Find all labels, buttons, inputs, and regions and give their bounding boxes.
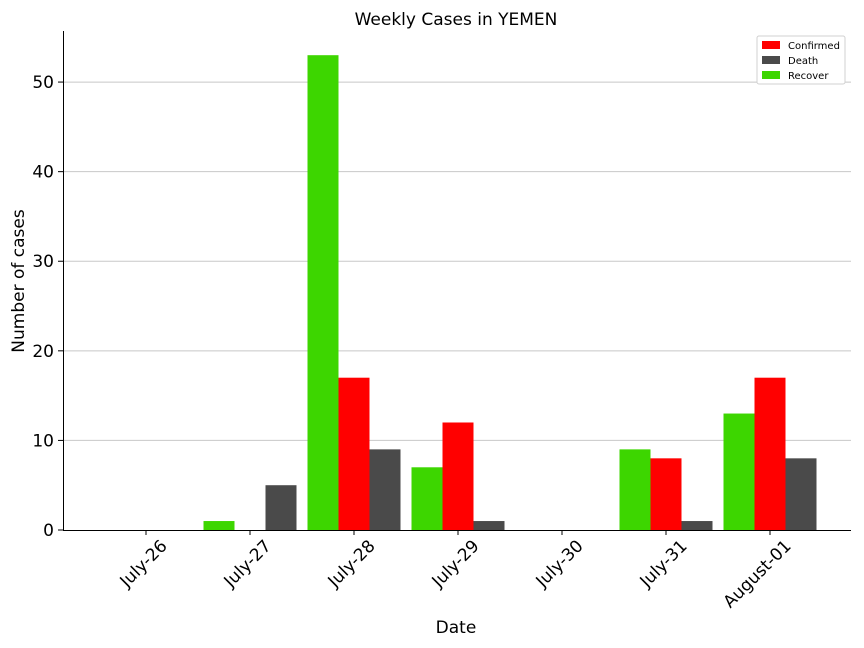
chart-title: Weekly Cases in YEMEN (355, 10, 558, 30)
bar-confirmed-july-29 (442, 422, 474, 530)
bar-confirmed-august-01 (754, 377, 786, 530)
legend-swatch-death (762, 56, 780, 64)
legend-label-recover: Recover (788, 71, 829, 82)
bar-death-july-29 (473, 521, 505, 530)
bar-recover-august-01 (723, 413, 755, 530)
y-ticks: 0 10 20 30 40 50 (32, 73, 63, 541)
y-tick-label: 40 (32, 163, 54, 183)
bar-confirmed-july-28 (338, 377, 370, 530)
x-tick-label: July-26 (116, 536, 172, 592)
bar-recover-july-31 (619, 449, 651, 530)
y-tick-label: 50 (32, 73, 54, 93)
bar-death-july-31 (681, 521, 713, 530)
legend-swatch-recover (762, 71, 780, 79)
legend-label-confirmed: Confirmed (788, 41, 840, 52)
y-axis-label: Number of cases (9, 209, 29, 353)
grid (63, 81, 851, 441)
x-tick-label: July-27 (220, 536, 276, 592)
bar-recover-july-27 (203, 521, 235, 530)
bars (203, 55, 817, 531)
x-tick-label: July-30 (532, 536, 588, 592)
bar-death-july-27 (265, 485, 297, 530)
y-tick-label: 10 (32, 431, 54, 451)
bar-death-august-01 (785, 458, 817, 530)
x-tick-label: July-31 (636, 536, 692, 592)
x-tick-label: July-29 (428, 536, 484, 592)
legend-label-death: Death (788, 56, 818, 67)
bar-recover-july-28 (307, 55, 339, 531)
x-ticks: July-26 July-27 July-28 July-29 July-30 July-… (116, 530, 796, 612)
x-tick-label: July-28 (324, 536, 380, 592)
legend: Confirmed Death Recover (756, 35, 846, 85)
axes (63, 31, 851, 531)
legend-swatch-confirmed (762, 41, 780, 49)
y-tick-label: 30 (32, 252, 54, 272)
bar-confirmed-july-31 (650, 458, 682, 530)
bar-death-july-28 (369, 449, 401, 530)
x-axis-label: Date (436, 618, 477, 638)
y-tick-label: 0 (43, 521, 54, 541)
bar-recover-july-29 (411, 467, 443, 530)
y-tick-label: 20 (32, 342, 54, 362)
x-tick-label: August-01 (720, 536, 796, 612)
